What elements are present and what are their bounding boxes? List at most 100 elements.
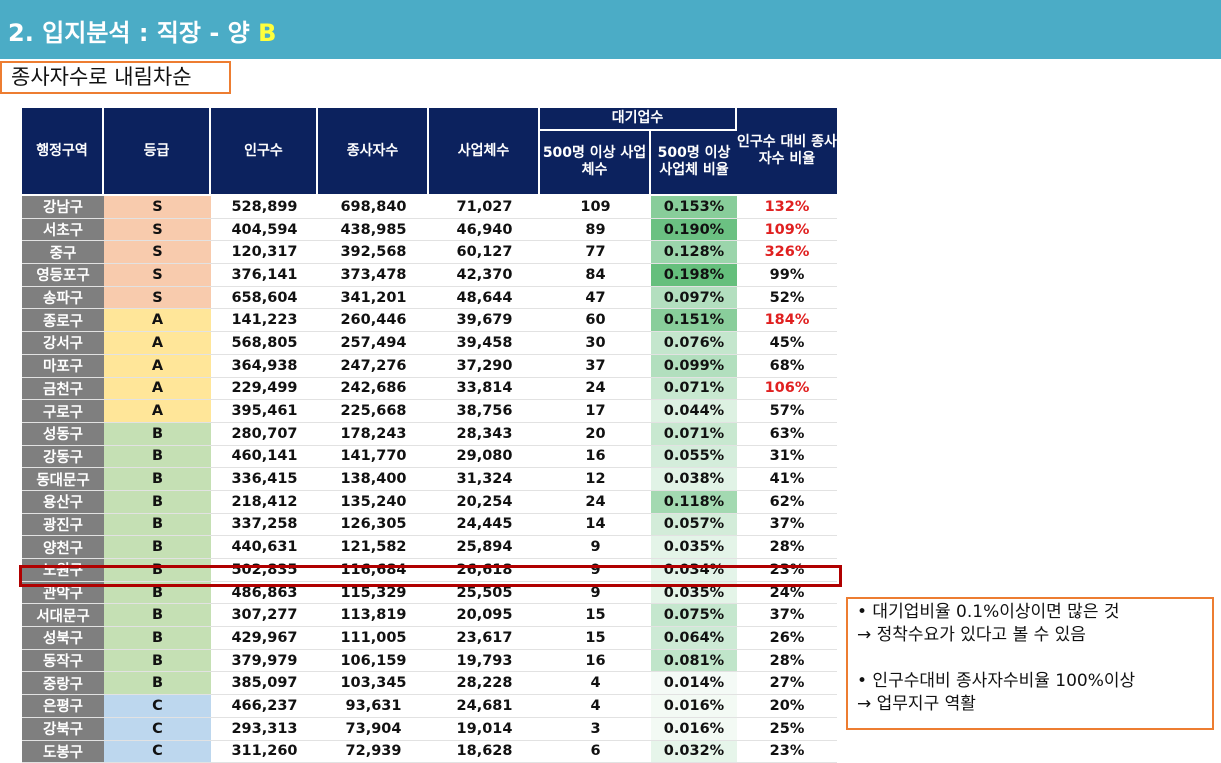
cell-pop-ratio: 41% bbox=[737, 468, 837, 491]
cell-district: 마포구 bbox=[22, 355, 104, 378]
cell-workers: 93,631 bbox=[318, 695, 429, 718]
cell-district: 은평구 bbox=[22, 695, 104, 718]
cell-grade: S bbox=[104, 287, 211, 310]
cell-businesses: 37,290 bbox=[429, 355, 540, 378]
cell-pop-ratio: 57% bbox=[737, 400, 837, 423]
cell-workers: 247,276 bbox=[318, 355, 429, 378]
cell-pop-ratio: 109% bbox=[737, 219, 837, 242]
header-businesses: 사업체수 bbox=[429, 108, 540, 196]
cell-district: 중구 bbox=[22, 241, 104, 264]
cell-businesses: 42,370 bbox=[429, 264, 540, 287]
cell-large-ratio: 0.198% bbox=[651, 264, 737, 287]
cell-workers: 138,400 bbox=[318, 468, 429, 491]
cell-large-ratio: 0.057% bbox=[651, 514, 737, 537]
cell-large-ratio: 0.071% bbox=[651, 378, 737, 401]
cell-large-ratio: 0.151% bbox=[651, 309, 737, 332]
cell-large-count: 16 bbox=[540, 446, 651, 469]
cell-grade: C bbox=[104, 741, 211, 763]
cell-large-ratio: 0.014% bbox=[651, 672, 737, 695]
cell-grade: B bbox=[104, 604, 211, 627]
cell-large-count: 17 bbox=[540, 400, 651, 423]
cell-large-count: 47 bbox=[540, 287, 651, 310]
cell-pop-ratio: 52% bbox=[737, 287, 837, 310]
cell-pop-ratio: 23% bbox=[737, 741, 837, 763]
cell-large-ratio: 0.099% bbox=[651, 355, 737, 378]
highlight-row-box bbox=[19, 565, 842, 587]
cell-businesses: 18,628 bbox=[429, 741, 540, 763]
cell-district: 강남구 bbox=[22, 196, 104, 219]
cell-large-ratio: 0.064% bbox=[651, 627, 737, 650]
cell-workers: 438,985 bbox=[318, 219, 429, 242]
cell-businesses: 24,681 bbox=[429, 695, 540, 718]
cell-pop-ratio: 20% bbox=[737, 695, 837, 718]
cell-workers: 111,005 bbox=[318, 627, 429, 650]
cell-population: 466,237 bbox=[211, 695, 318, 718]
header-large-ratio: 500명 이상 사업체 비율 bbox=[651, 131, 737, 197]
cell-large-count: 14 bbox=[540, 514, 651, 537]
cell-district: 성동구 bbox=[22, 423, 104, 446]
cell-district: 중랑구 bbox=[22, 672, 104, 695]
header-large-group: 대기업수 bbox=[540, 108, 737, 131]
cell-workers: 121,582 bbox=[318, 536, 429, 559]
cell-population: 429,967 bbox=[211, 627, 318, 650]
cell-large-count: 24 bbox=[540, 378, 651, 401]
cell-pop-ratio: 99% bbox=[737, 264, 837, 287]
cell-pop-ratio: 62% bbox=[737, 491, 837, 514]
cell-businesses: 39,679 bbox=[429, 309, 540, 332]
cell-population: 280,707 bbox=[211, 423, 318, 446]
cell-grade: C bbox=[104, 718, 211, 741]
cell-businesses: 46,940 bbox=[429, 219, 540, 242]
cell-population: 141,223 bbox=[211, 309, 318, 332]
cell-pop-ratio: 28% bbox=[737, 536, 837, 559]
cell-pop-ratio: 45% bbox=[737, 332, 837, 355]
cell-district: 양천구 bbox=[22, 536, 104, 559]
cell-population: 307,277 bbox=[211, 604, 318, 627]
cell-grade: B bbox=[104, 536, 211, 559]
cell-population: 440,631 bbox=[211, 536, 318, 559]
cell-pop-ratio: 25% bbox=[737, 718, 837, 741]
cell-large-count: 30 bbox=[540, 332, 651, 355]
cell-large-ratio: 0.081% bbox=[651, 650, 737, 673]
cell-district: 광진구 bbox=[22, 514, 104, 537]
cell-district: 구로구 bbox=[22, 400, 104, 423]
cell-businesses: 60,127 bbox=[429, 241, 540, 264]
cell-large-count: 60 bbox=[540, 309, 651, 332]
cell-pop-ratio: 27% bbox=[737, 672, 837, 695]
cell-population: 364,938 bbox=[211, 355, 318, 378]
cell-grade: S bbox=[104, 264, 211, 287]
cell-workers: 225,668 bbox=[318, 400, 429, 423]
cell-large-ratio: 0.075% bbox=[651, 604, 737, 627]
header-large-count: 500명 이상 사업체수 bbox=[540, 131, 651, 197]
cell-pop-ratio: 31% bbox=[737, 446, 837, 469]
cell-grade: C bbox=[104, 695, 211, 718]
cell-pop-ratio: 26% bbox=[737, 627, 837, 650]
cell-workers: 141,770 bbox=[318, 446, 429, 469]
cell-businesses: 71,027 bbox=[429, 196, 540, 219]
cell-grade: S bbox=[104, 196, 211, 219]
cell-large-ratio: 0.071% bbox=[651, 423, 737, 446]
cell-district: 강서구 bbox=[22, 332, 104, 355]
cell-district: 서초구 bbox=[22, 219, 104, 242]
cell-workers: 103,345 bbox=[318, 672, 429, 695]
cell-large-ratio: 0.076% bbox=[651, 332, 737, 355]
cell-population: 658,604 bbox=[211, 287, 318, 310]
cell-workers: 135,240 bbox=[318, 491, 429, 514]
cell-businesses: 29,080 bbox=[429, 446, 540, 469]
cell-businesses: 23,617 bbox=[429, 627, 540, 650]
cell-businesses: 25,894 bbox=[429, 536, 540, 559]
cell-businesses: 20,095 bbox=[429, 604, 540, 627]
cell-pop-ratio: 37% bbox=[737, 514, 837, 537]
cell-district: 강동구 bbox=[22, 446, 104, 469]
note-box: • 대기업비율 0.1%이상이면 많은 것 → 정착수요가 있다고 볼 수 있음… bbox=[846, 597, 1214, 730]
cell-workers: 260,446 bbox=[318, 309, 429, 332]
cell-workers: 72,939 bbox=[318, 741, 429, 763]
cell-grade: A bbox=[104, 355, 211, 378]
cell-grade: B bbox=[104, 627, 211, 650]
